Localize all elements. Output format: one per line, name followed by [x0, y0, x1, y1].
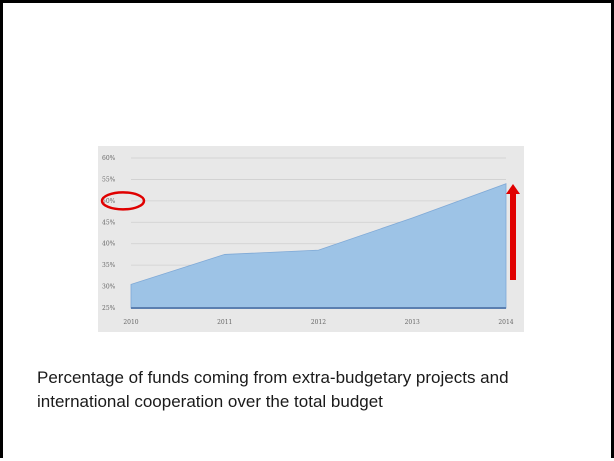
- chart-caption: Percentage of funds coming from extra-bu…: [37, 368, 509, 411]
- x-tick-label: 2011: [217, 319, 232, 326]
- x-tick-label: 2012: [311, 319, 326, 326]
- area-series: [130, 183, 507, 309]
- y-tick-label: 30%: [102, 284, 116, 291]
- y-tick-label: 45%: [102, 219, 116, 226]
- y-tick-label: 55%: [102, 176, 116, 183]
- up-arrow-icon: [506, 184, 520, 280]
- highlight-circle: [100, 191, 146, 211]
- arrow-head: [506, 184, 520, 194]
- y-tick-label: 35%: [102, 262, 116, 269]
- y-tick-labels: 25% 30% 35% 40% 45% 50% 55% 60%: [102, 155, 116, 312]
- arrow-shaft: [510, 194, 516, 280]
- y-tick-label: 25%: [102, 305, 116, 312]
- x-tick-labels: 2010 2011 2012 2013 2014: [123, 319, 513, 326]
- y-tick-label: 40%: [102, 241, 116, 248]
- x-tick-label: 2013: [405, 319, 420, 326]
- chart-svg: 25%30%35%40%45%50%55%60% 2010 2011 2012 201…: [98, 146, 524, 332]
- x-tick-label: 2010: [123, 319, 138, 326]
- y-tick-label: 50%: [102, 198, 116, 205]
- area-chart: 25% 30% 35% 40% 45% 50% 55% 60% 2010 2011 2012 201…: [98, 146, 524, 332]
- y-tick-label: 60%: [102, 155, 116, 162]
- x-tick-label: 2014: [498, 319, 513, 326]
